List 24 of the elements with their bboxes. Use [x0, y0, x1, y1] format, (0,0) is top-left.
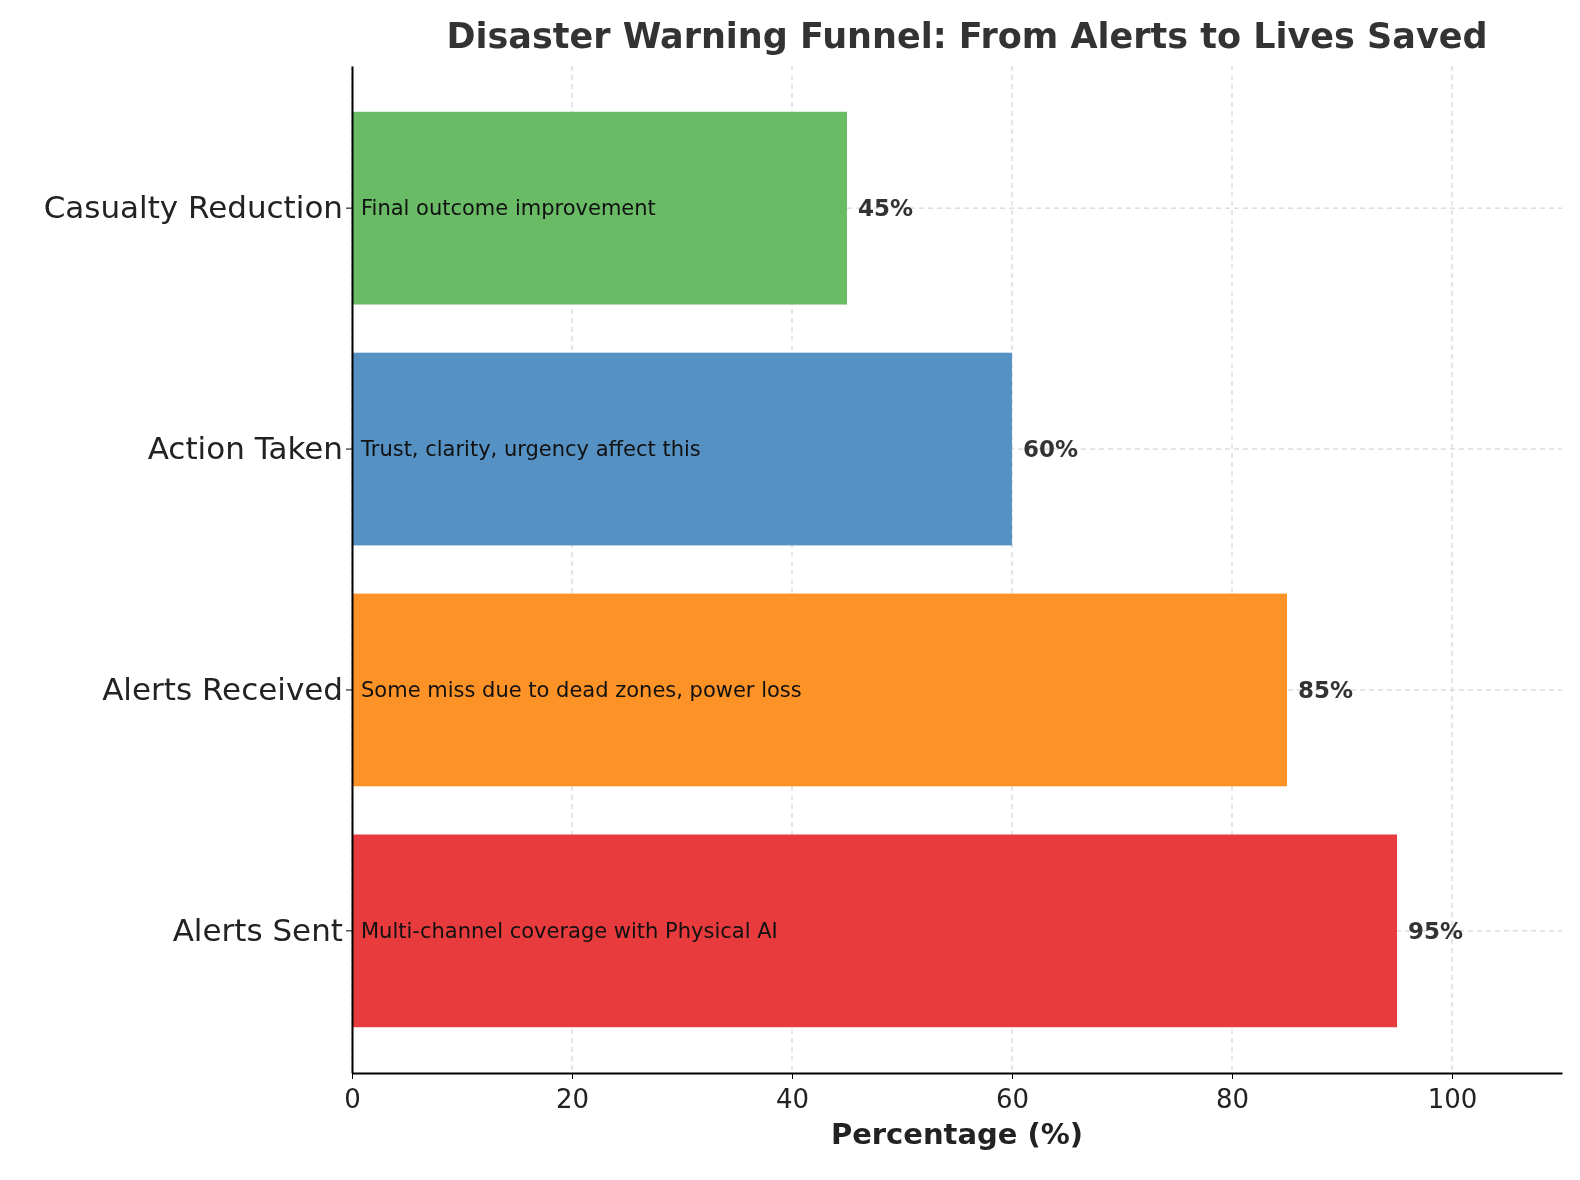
x-tick-label: 20 [555, 1084, 590, 1114]
bar [352, 352, 1012, 546]
annotation: Trust, clarity, urgency affect this [360, 437, 701, 462]
annotation: Final outcome improvement [361, 196, 656, 221]
y-tick-label: Alerts Sent [172, 911, 343, 948]
y-tick-label: Action Taken [147, 429, 343, 466]
x-tick-label: 80 [1215, 1084, 1250, 1114]
x-tick-label: 100 [1427, 1084, 1478, 1114]
data-label: 45% [858, 195, 914, 222]
data-label: 60% [1023, 436, 1079, 463]
data-label: 85% [1298, 677, 1354, 703]
bar [352, 111, 847, 305]
y-tick-label: Alerts Received [102, 670, 343, 707]
chart-title: Disaster Warning Funnel: From Alerts to Lives Saved [446, 16, 1488, 56]
x-tick-label: 60 [995, 1084, 1030, 1114]
x-tick-label: 40 [775, 1084, 810, 1114]
annotation: Some miss due to dead zones, power loss [361, 678, 802, 703]
annotation: Multi-channel coverage with Physical AI [361, 919, 778, 944]
x-axis-title: Percentage (%) [830, 1117, 1084, 1151]
bar [352, 834, 1397, 1028]
y-tick-label: Casualty Reduction [43, 189, 343, 226]
bar [352, 593, 1287, 787]
data-label: 95% [1408, 917, 1464, 944]
x-tick-label: 0 [344, 1084, 361, 1114]
